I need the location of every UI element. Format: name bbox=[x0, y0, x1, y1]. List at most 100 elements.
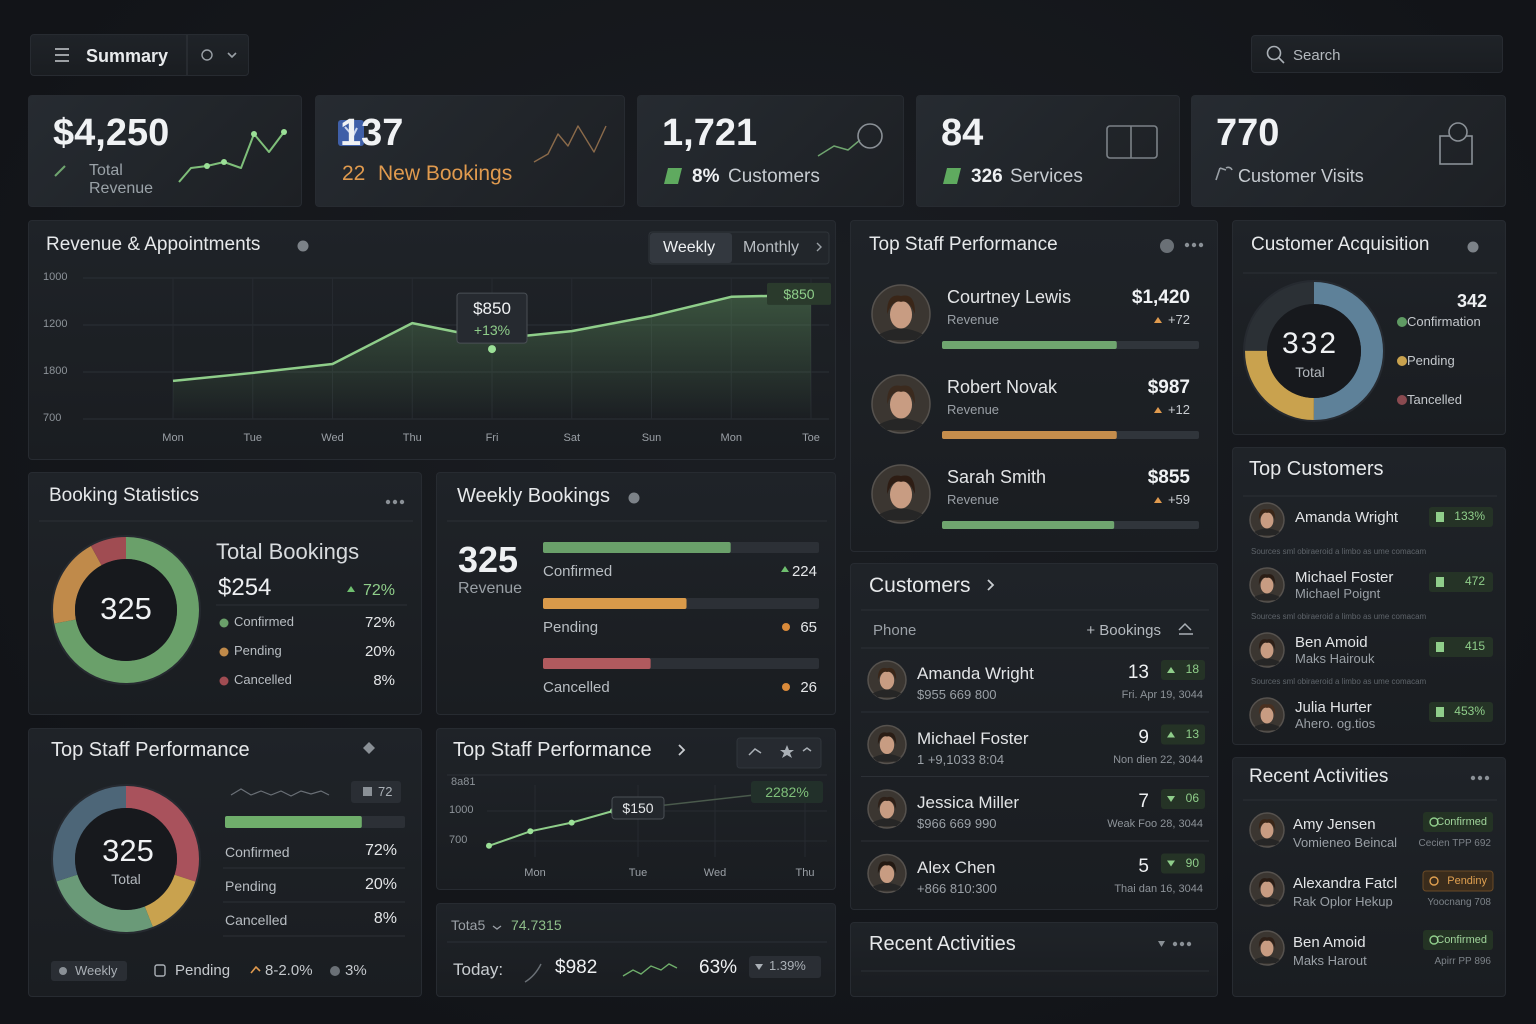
chip bbox=[1429, 572, 1493, 592]
footer-icon bbox=[154, 964, 166, 977]
sort-icon bbox=[1178, 622, 1193, 635]
end-label: 2282% bbox=[765, 784, 809, 800]
panel-icon bbox=[363, 742, 375, 754]
avatar-hair bbox=[1258, 639, 1276, 650]
x-tick-label: Mon bbox=[524, 867, 546, 879]
bar bbox=[543, 542, 731, 553]
axis-label: 8a81 bbox=[451, 776, 476, 788]
customer-phone: +866 810:300 bbox=[917, 880, 997, 896]
tab[interactable]: Monthly bbox=[743, 239, 800, 256]
avatar-face bbox=[1260, 707, 1274, 724]
panel-graphics bbox=[447, 925, 827, 983]
activity-status: Confirmed bbox=[1436, 816, 1487, 828]
info-icon bbox=[1467, 241, 1479, 253]
sparkline bbox=[817, 139, 861, 157]
footer-chip[interactable]: Weekly bbox=[75, 963, 118, 978]
legend-value: 72% bbox=[364, 614, 395, 631]
strip-change: 1.39% bbox=[769, 958, 806, 973]
donut-segment bbox=[1245, 282, 1383, 420]
booking-stats-panel: Booking Statistics 325 Total Bookings $254 7… bbox=[28, 472, 422, 715]
summary-button[interactable]: Summary bbox=[30, 34, 249, 76]
trend-icon bbox=[1154, 317, 1162, 323]
x-tick-label: Sun bbox=[641, 432, 662, 444]
panel-graphics bbox=[1266, 45, 1285, 64]
search-placeholder: Search bbox=[1293, 47, 1341, 64]
footer-item: Pending bbox=[175, 962, 231, 979]
panel-graphics bbox=[83, 231, 831, 420]
info-icon bbox=[297, 240, 309, 252]
chip bbox=[1161, 724, 1205, 745]
strip-label: Today: bbox=[453, 960, 504, 979]
avatar-shoulders bbox=[872, 818, 902, 827]
kpi-sub: 22 bbox=[342, 162, 366, 185]
kpi-card: 1,721 8% Customers bbox=[637, 95, 904, 207]
chevron-icon bbox=[678, 744, 686, 756]
avatar-face bbox=[889, 390, 913, 419]
legend-value: 8% bbox=[373, 672, 395, 689]
stats-amount: $254 bbox=[218, 574, 272, 601]
end-label: $850 bbox=[783, 285, 815, 302]
avatar-shoulders bbox=[879, 508, 923, 521]
menu-dot bbox=[1477, 775, 1483, 781]
legend-label: Confirmed bbox=[234, 614, 294, 629]
area bbox=[173, 294, 811, 419]
stats-heading: Total Bookings bbox=[216, 539, 360, 564]
avatar-hair bbox=[1258, 878, 1276, 889]
search-box[interactable]: Search bbox=[1251, 35, 1503, 73]
avatar-face bbox=[879, 800, 895, 819]
avatar-shoulders bbox=[1254, 956, 1280, 964]
avatar-face bbox=[1260, 940, 1274, 957]
activity-status: Confirmed bbox=[1436, 934, 1487, 946]
search-icon bbox=[1266, 45, 1282, 61]
badge-icon bbox=[363, 787, 372, 796]
kpi-card: 84 326 Services bbox=[916, 95, 1180, 207]
customer-date: Non dien 22, 3044 bbox=[1113, 753, 1203, 766]
panel-graphics bbox=[51, 742, 405, 981]
tab[interactable]: Weekly bbox=[663, 239, 716, 256]
customer-bookings: 5 bbox=[1138, 855, 1149, 877]
chevron-icon bbox=[492, 925, 502, 930]
tab-active bbox=[650, 233, 732, 263]
avatar-face bbox=[889, 300, 913, 329]
kpi-value: 770 bbox=[1216, 112, 1280, 154]
kpi-icon bbox=[1106, 125, 1158, 159]
donut-hole bbox=[75, 559, 177, 661]
kpi-value: 84 bbox=[941, 112, 984, 154]
avatar-face bbox=[889, 480, 913, 509]
chip bbox=[1161, 660, 1205, 680]
avatar-shoulders bbox=[1254, 528, 1280, 536]
top-customers-panel: Top Customers Amanda Wright 133% Michael Fo… bbox=[1232, 447, 1506, 745]
avatar-hair bbox=[1258, 574, 1276, 585]
legend-value: 20% bbox=[364, 643, 395, 660]
tooltip-change: +13% bbox=[473, 322, 511, 339]
customer-name: Michael Foster bbox=[1295, 569, 1394, 586]
panel-title: Revenue & Appointments bbox=[46, 234, 261, 255]
sparkline bbox=[178, 131, 285, 183]
menu-dot bbox=[1179, 941, 1185, 947]
donut-center: 332 bbox=[1281, 327, 1339, 360]
footer-icon bbox=[330, 966, 340, 976]
donut-segment bbox=[53, 786, 199, 932]
panel-title: Weekly Bookings bbox=[457, 485, 611, 507]
footer-item: 3% bbox=[345, 962, 367, 979]
kpi-icon bbox=[344, 126, 358, 138]
sparkline bbox=[622, 963, 678, 977]
search-icon bbox=[1278, 57, 1285, 64]
customer-name: Jessica Miller bbox=[917, 793, 1020, 812]
customers-panel: Customers Phone + Bookings Amanda Wright $95… bbox=[850, 563, 1218, 910]
customer-date: Thai dan 16, 3044 bbox=[1114, 882, 1203, 895]
x-tick-label: Toe bbox=[802, 432, 820, 444]
revenue-panel: Revenue & Appointments Weekly Monthly 1000 1… bbox=[28, 220, 836, 460]
badge: 133% bbox=[1454, 509, 1485, 523]
trend-icon bbox=[1167, 796, 1175, 802]
badge: 472 bbox=[1464, 574, 1485, 588]
point bbox=[486, 842, 492, 849]
avatar-shoulders bbox=[1254, 723, 1280, 731]
status-icon bbox=[1429, 876, 1439, 886]
acquisition-panel: Customer Acquisition 332 Total 342 Confirmat… bbox=[1232, 220, 1506, 435]
avatar-hair bbox=[877, 667, 897, 680]
customer-date: Fri. Apr 19, 3044 bbox=[1121, 689, 1203, 701]
y-tick-label: 700 bbox=[43, 412, 62, 424]
activity-name: Alexandra Fatcl bbox=[1293, 875, 1398, 892]
note: Sources sml obiraeroid a limbo as ume co… bbox=[1251, 677, 1427, 686]
